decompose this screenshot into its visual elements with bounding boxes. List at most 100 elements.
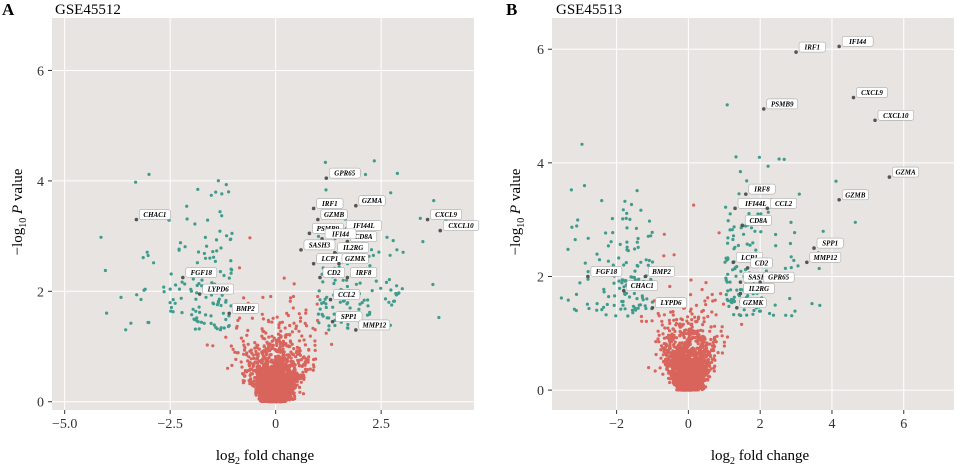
data-point xyxy=(292,282,296,286)
sig-point xyxy=(421,240,425,244)
labeled-gene-point xyxy=(181,275,185,280)
data-point xyxy=(302,338,306,342)
sig-point xyxy=(135,293,139,297)
data-point xyxy=(682,329,687,333)
sig-point xyxy=(385,235,389,239)
data-point xyxy=(273,361,278,366)
sig-point xyxy=(212,255,216,259)
data-point xyxy=(308,367,312,371)
data-point xyxy=(260,399,264,404)
labeled-gene-point xyxy=(134,217,139,222)
data-point xyxy=(313,328,317,332)
x-tick-label: 2.5 xyxy=(372,417,390,432)
data-point xyxy=(269,353,273,357)
data-point xyxy=(290,342,294,346)
data-point xyxy=(270,334,274,338)
sig-point xyxy=(395,171,399,175)
data-point xyxy=(247,379,251,383)
sig-point xyxy=(174,283,178,287)
sig-point xyxy=(162,290,166,294)
data-point xyxy=(239,336,243,340)
data-point xyxy=(278,379,282,384)
data-point xyxy=(294,355,298,359)
data-point xyxy=(250,316,254,320)
data-point xyxy=(662,254,666,258)
data-point xyxy=(270,385,274,389)
data-point xyxy=(312,357,316,362)
sig-point xyxy=(324,305,328,310)
sig-point xyxy=(391,239,395,243)
gene-label: FGF18 xyxy=(191,269,213,277)
sig-point xyxy=(203,256,208,260)
x-axis-label-a: log2 fold change xyxy=(216,448,315,464)
gene-label: CD2 xyxy=(327,269,341,277)
data-point xyxy=(264,353,268,357)
data-point xyxy=(678,329,682,334)
data-point xyxy=(674,321,679,326)
panel-a: GPR65IRF1GZMACXCL9GZMBCHAC1CXCL10IFI44LP… xyxy=(2,0,480,464)
data-point xyxy=(292,361,296,365)
data-point xyxy=(690,318,694,322)
sig-point xyxy=(168,301,172,305)
labeled-gene-point xyxy=(425,217,430,222)
data-point xyxy=(324,331,328,335)
y-tick-label: 0 xyxy=(37,396,44,411)
data-point xyxy=(283,326,287,330)
sig-point xyxy=(169,305,173,310)
data-point xyxy=(260,374,264,378)
data-point xyxy=(671,313,675,317)
data-point xyxy=(246,359,250,363)
data-point xyxy=(273,397,277,401)
data-point xyxy=(717,231,721,235)
sig-point xyxy=(202,251,206,256)
sig-point xyxy=(229,304,233,308)
data-point xyxy=(242,296,246,300)
data-point xyxy=(289,359,293,363)
sig-point xyxy=(357,307,361,311)
plot-area-b xyxy=(552,18,954,410)
data-point xyxy=(233,350,237,354)
data-point xyxy=(727,304,731,308)
data-point xyxy=(278,346,282,350)
data-point xyxy=(241,379,245,383)
data-point xyxy=(248,367,252,371)
sig-point xyxy=(400,287,404,291)
sig-point xyxy=(146,320,150,325)
data-point xyxy=(685,338,689,342)
data-point xyxy=(307,355,311,359)
data-point xyxy=(275,394,279,398)
sig-point xyxy=(194,297,198,301)
sig-point xyxy=(192,317,196,321)
sig-point xyxy=(431,282,435,287)
sig-point xyxy=(387,300,391,304)
data-point xyxy=(293,394,297,398)
gene-label: GZMK xyxy=(345,255,367,263)
data-point xyxy=(291,380,295,384)
data-point xyxy=(237,266,242,270)
data-point xyxy=(269,294,273,299)
sig-point xyxy=(214,325,218,329)
data-point xyxy=(721,302,726,306)
data-point xyxy=(267,320,271,324)
gene-label: IFI44 xyxy=(331,230,350,238)
sig-point xyxy=(325,316,329,320)
sig-point xyxy=(134,180,138,184)
data-point xyxy=(280,398,284,402)
data-point xyxy=(268,383,272,387)
sig-point xyxy=(196,250,201,254)
data-point xyxy=(257,347,261,351)
data-point xyxy=(708,375,712,379)
data-point xyxy=(662,313,667,317)
sig-point xyxy=(185,217,189,221)
sig-point xyxy=(177,248,181,252)
data-point xyxy=(667,318,672,322)
data-point xyxy=(273,381,277,385)
data-point xyxy=(659,356,663,360)
x-tick-label: −5.0 xyxy=(52,417,77,432)
data-point xyxy=(281,370,285,374)
data-point xyxy=(277,349,281,354)
sig-point xyxy=(341,299,346,303)
data-point xyxy=(297,339,302,343)
data-point xyxy=(277,396,281,400)
data-point xyxy=(313,348,317,352)
